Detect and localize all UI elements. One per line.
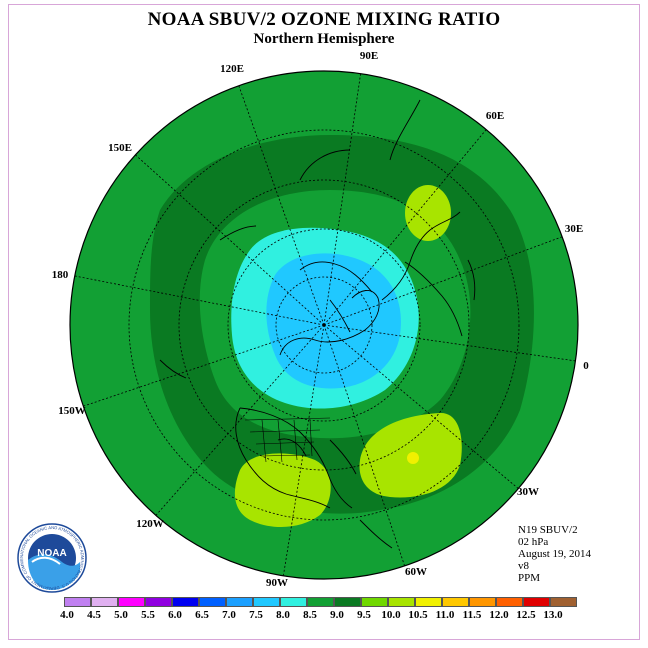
colorbar-tick-label: 4.0 (60, 609, 74, 621)
colorbar-tick-label: 8.0 (276, 609, 290, 621)
longitude-label: 0 (583, 360, 589, 372)
colorbar-swatch (334, 597, 361, 607)
map-boundary (69, 70, 579, 580)
figure-frame (8, 4, 640, 640)
info-units: PPM (518, 572, 541, 584)
info-version: v8 (518, 560, 529, 572)
ozone-field (70, 71, 578, 579)
info-satellite: N19 SBUV/2 (518, 524, 578, 536)
colorbar-tick-label: 9.5 (357, 609, 371, 621)
colorbar-tick-label: 7.0 (222, 609, 236, 621)
colorbar-tick-label: 5.0 (114, 609, 128, 621)
longitude-label: 60E (485, 110, 505, 122)
coastlines (159, 99, 476, 549)
colorbar-tick-label: 10.5 (408, 609, 428, 621)
colorbar-swatch (307, 597, 334, 607)
ozone-peak-atlantic (407, 452, 419, 464)
colorbar-tick-label: 7.5 (249, 609, 263, 621)
colorbar-tick-label: 9.0 (330, 609, 344, 621)
page-title: NOAA SBUV/2 OZONE MIXING RATIO (147, 9, 501, 30)
ozone-high-blob-europe (405, 185, 451, 241)
longitude-label: 150E (108, 142, 132, 154)
colorbar-swatch (442, 597, 469, 607)
longitude-label: 60W (405, 566, 427, 578)
colorbar-swatch (496, 597, 523, 607)
noaa-logo: NOAA NATIONAL OCEANIC AND ATMOSPHERIC AD… (16, 522, 87, 593)
colorbar-tick-label: 6.0 (168, 609, 182, 621)
us-borders (244, 417, 331, 463)
longitude-label: 180 (51, 269, 69, 281)
colorbar-swatch (415, 597, 442, 607)
colorbar-tick-label: 12.5 (516, 609, 536, 621)
colorbar-swatch (361, 597, 388, 607)
colorbar-swatch (64, 597, 91, 607)
logo-wordmark: NOAA (37, 548, 66, 559)
page-subtitle: Northern Hemisphere (253, 31, 395, 47)
colorbar-swatch (469, 597, 496, 607)
colorbar-swatch (388, 597, 415, 607)
info-level: 02 hPa (518, 536, 549, 548)
colorbar-tick-label: 4.5 (87, 609, 101, 621)
colorbar-swatch (172, 597, 199, 607)
longitude-label: 120W (136, 518, 164, 530)
colorbar-tick-label: 10.0 (381, 609, 401, 621)
colorbar-swatch (550, 597, 577, 607)
colorbar-tick-label: 11.0 (435, 609, 455, 621)
colorbar-tick-label: 8.5 (303, 609, 317, 621)
colorbar (64, 597, 577, 607)
colorbar-tick-label: 6.5 (195, 609, 209, 621)
colorbar-tick-label: 5.5 (141, 609, 155, 621)
colorbar-tick-label: 11.5 (462, 609, 482, 621)
colorbar-swatch (280, 597, 307, 607)
graticule (70, 71, 578, 579)
colorbar-swatch (91, 597, 118, 607)
info-date: August 19, 2014 (518, 548, 592, 560)
colorbar-swatch (226, 597, 253, 607)
colorbar-swatch (523, 597, 550, 607)
longitude-label: 90E (359, 50, 379, 62)
colorbar-tick-label: 13.0 (543, 609, 563, 621)
info-panel: N19 SBUV/2 02 hPa August 19, 2014 v8 PPM (518, 524, 591, 584)
colorbar-swatch (253, 597, 280, 607)
longitude-label: 150W (58, 405, 86, 417)
colorbar-swatch (118, 597, 145, 607)
longitude-label: 30E (564, 223, 584, 235)
longitude-label: 30W (517, 486, 539, 498)
colorbar-swatch (199, 597, 226, 607)
longitude-label: 120E (220, 63, 244, 75)
ozone-level-blue (266, 253, 401, 389)
colorbar-swatch (145, 597, 172, 607)
colorbar-tick-label: 12.0 (489, 609, 509, 621)
longitude-label: 90W (266, 577, 288, 589)
